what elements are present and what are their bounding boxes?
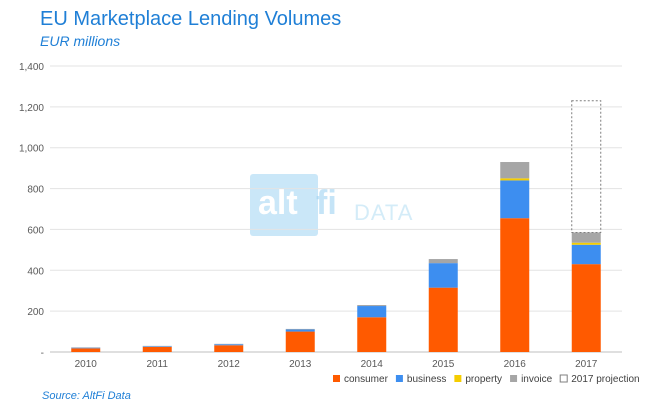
legend-label-business: business (407, 374, 446, 385)
bar-business-2014 (357, 306, 387, 318)
legend-label-2017-projection: 2017 projection (571, 374, 639, 385)
bar-consumer-2012 (214, 345, 244, 352)
y-tick-label: 400 (27, 266, 44, 277)
y-tick-label: 200 (27, 307, 44, 318)
legend-swatch-2017-projection (559, 374, 568, 383)
bar-business-2012 (214, 344, 244, 346)
x-tick-label: 2013 (289, 359, 312, 370)
bar-business-2010 (71, 347, 101, 349)
chart-subtitle: EUR millions (40, 33, 121, 49)
bar-invoice-2013 (285, 328, 315, 330)
x-tick-label: 2012 (218, 359, 241, 370)
bar-business-2013 (285, 329, 315, 332)
bar-invoice-2016 (500, 162, 530, 179)
x-tick-label: 2010 (75, 359, 98, 370)
legend-swatch-invoice (510, 375, 518, 382)
bar-consumer-2014 (357, 317, 387, 352)
y-tick-label: - (41, 348, 44, 359)
bar-consumer-2015 (428, 287, 458, 352)
bar-business-2015 (428, 263, 458, 288)
bar-consumer-2011 (142, 346, 172, 352)
bar-invoice-2015 (428, 259, 458, 264)
bar-business-2011 (142, 346, 172, 347)
bar-invoice-2017 (571, 232, 601, 243)
y-tick-label: 1,200 (19, 103, 44, 114)
x-tick-label: 2011 (146, 359, 168, 370)
legend-label-invoice: invoice (521, 374, 553, 385)
legend-label-consumer: consumer (344, 374, 389, 385)
bar-property-2016 (500, 178, 530, 181)
bar-invoice-2014 (357, 305, 387, 307)
y-tick-label: 1,400 (19, 62, 44, 73)
legend-label-property: property (465, 374, 502, 385)
legend-swatch-property (454, 375, 462, 382)
x-tick-label: 2017 (575, 359, 598, 370)
chart-title: EU Marketplace Lending Volumes (40, 8, 342, 30)
y-tick-label: 800 (27, 185, 44, 196)
bar-business-2016 (500, 180, 530, 219)
bar-business-2017 (571, 244, 601, 265)
legend-swatch-business (395, 375, 403, 382)
source-note: Source: AltFi Data (42, 390, 131, 402)
bar-consumer-2016 (500, 218, 530, 352)
bar-property-2017 (571, 242, 601, 245)
bar-consumer-2010 (71, 348, 101, 352)
bar-consumer-2017 (571, 264, 601, 352)
y-tick-label: 1,000 (19, 144, 44, 155)
x-tick-label: 2015 (432, 359, 455, 370)
bar-2017-projection-2017 (571, 100, 602, 233)
y-tick-label: 600 (27, 225, 44, 236)
bar-consumer-2013 (285, 331, 315, 352)
x-tick-label: 2014 (361, 359, 384, 370)
legend-swatch-consumer (333, 375, 340, 382)
x-tick-label: 2016 (504, 359, 527, 370)
